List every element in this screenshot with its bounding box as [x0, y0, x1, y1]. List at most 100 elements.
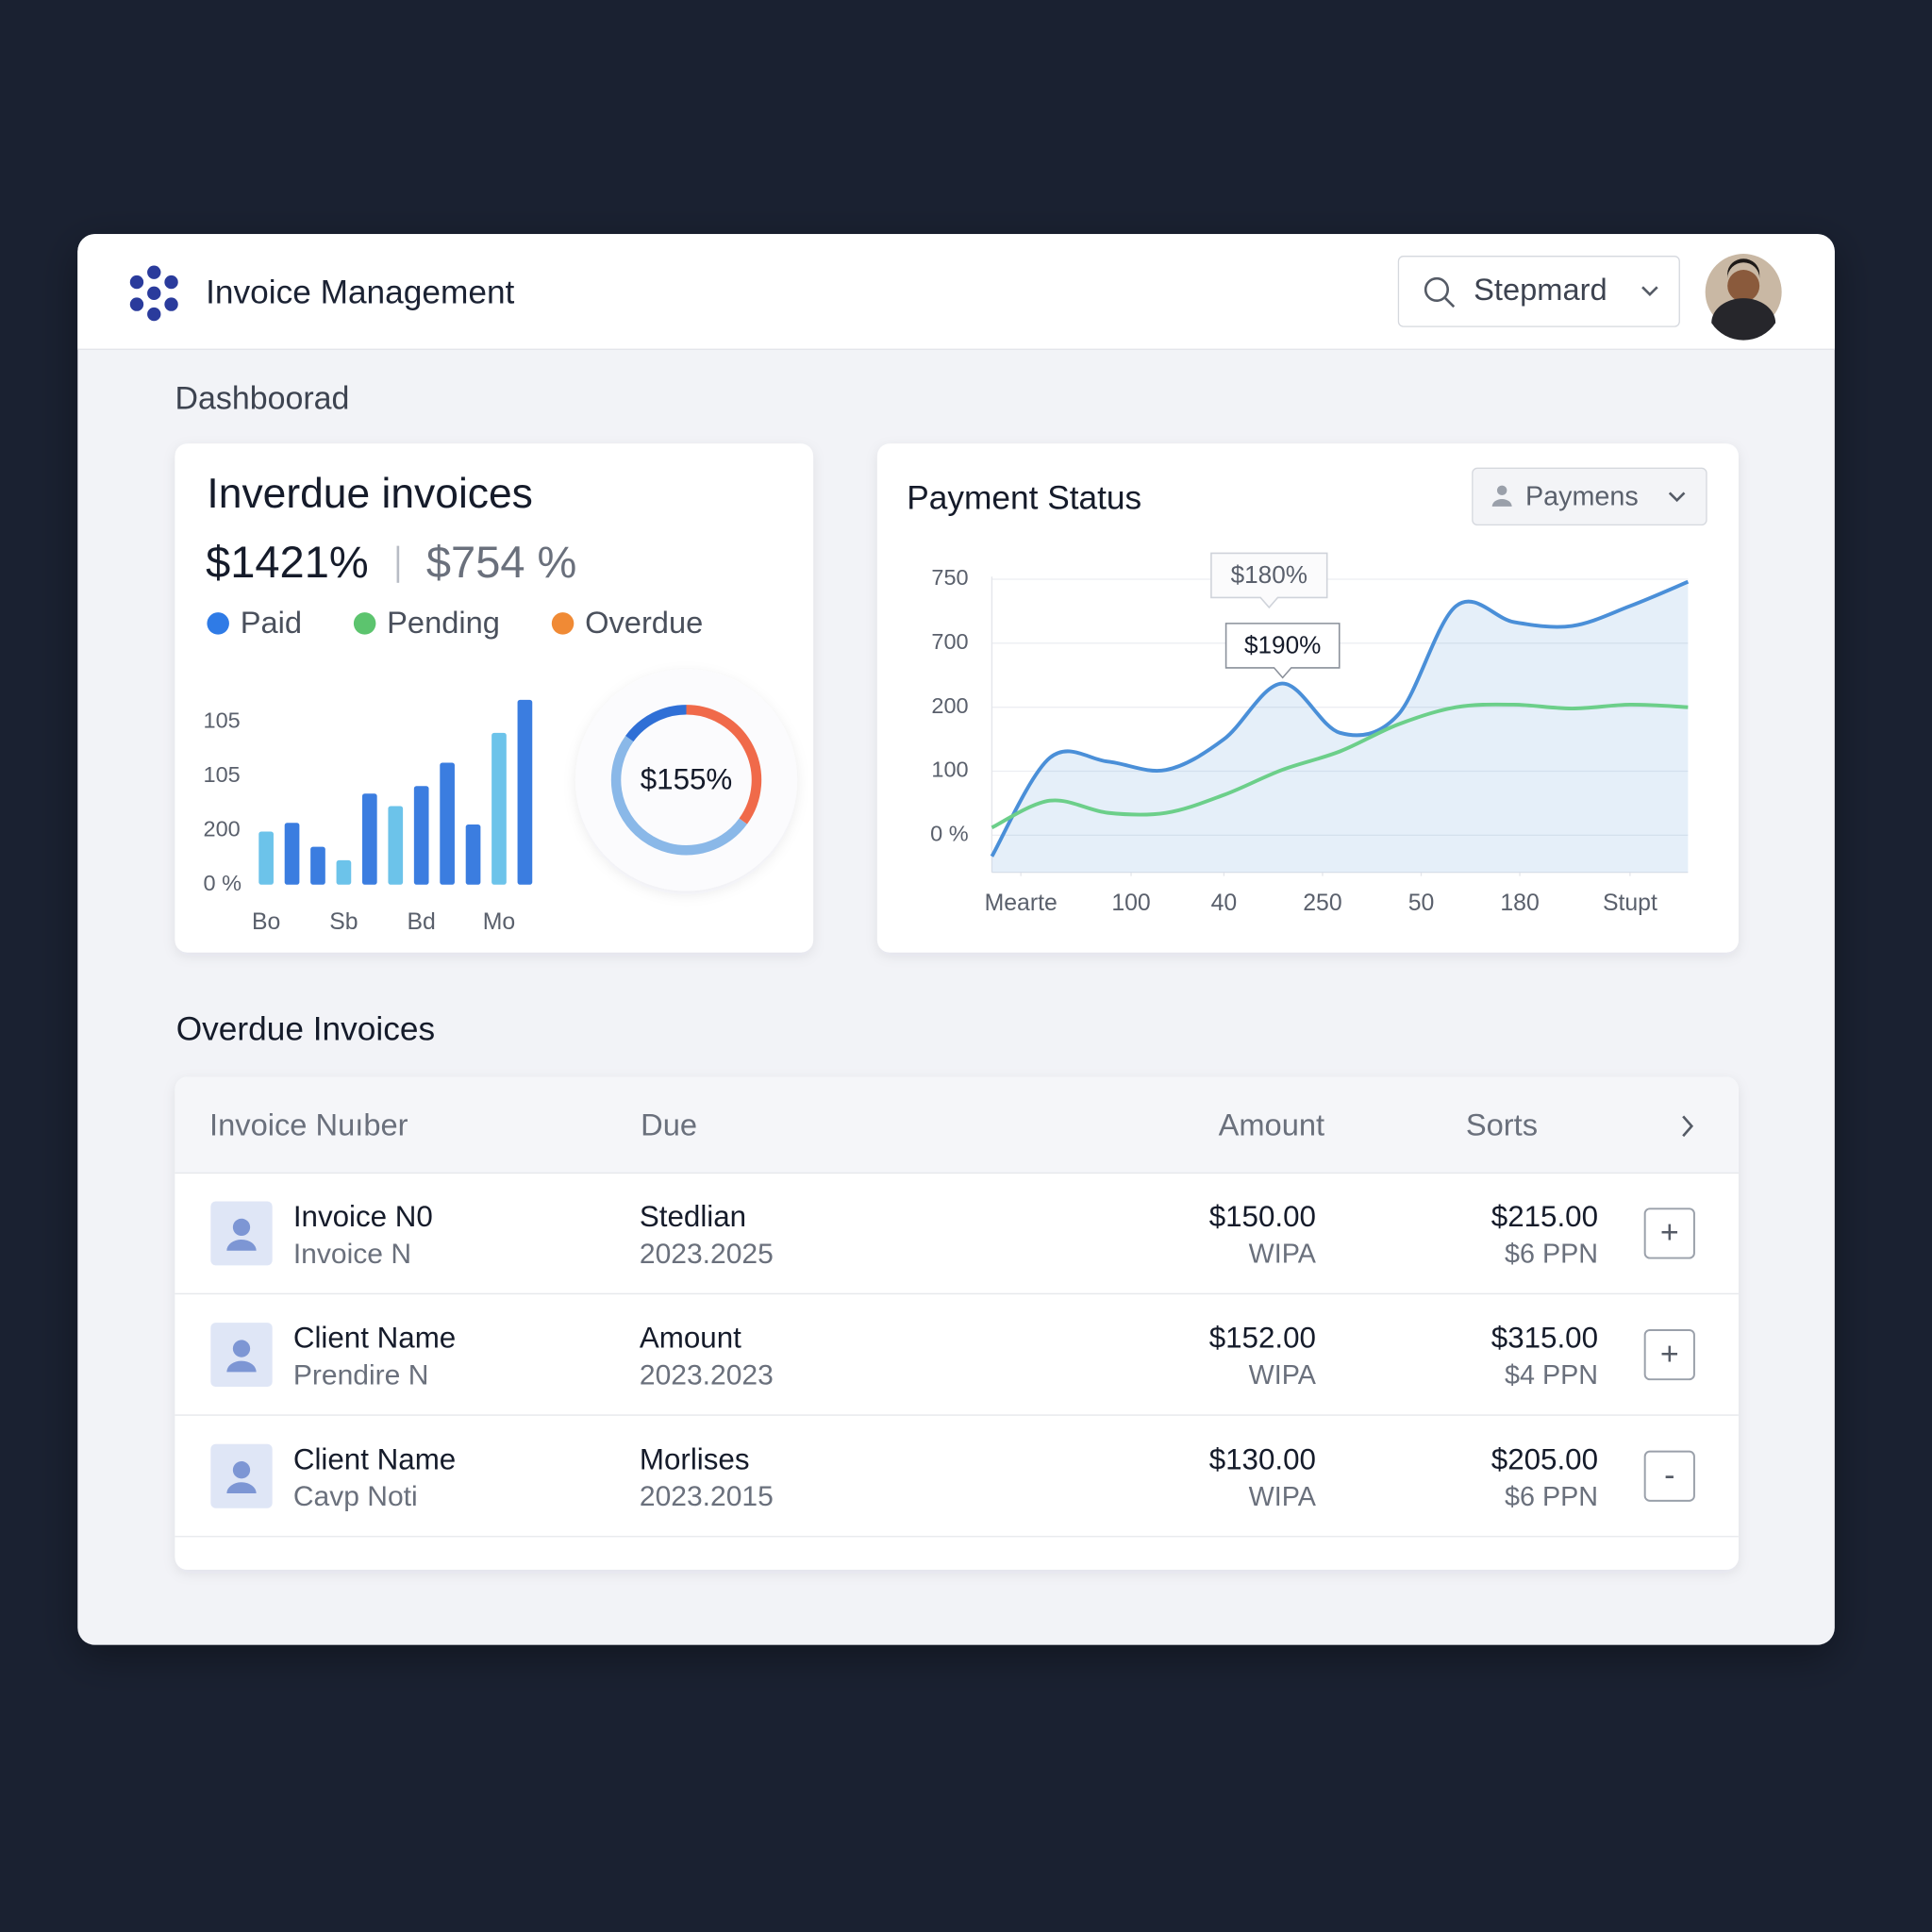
cell-total: $315.00 [1491, 1322, 1598, 1355]
y-tick-label: 0 % [930, 822, 969, 846]
row-action[interactable] [1643, 1450, 1695, 1502]
cell-due-sub: 2023.2023 [640, 1360, 774, 1391]
bar [465, 824, 481, 885]
table: Invoice Nuıber Due Amount Sorts Invoice N0 In… [175, 1108, 1739, 1538]
filter-dropdown[interactable]: Paymens [1472, 467, 1707, 526]
y-tick-label: 200 [204, 817, 241, 841]
bar [336, 859, 352, 885]
cell-name: Client Name [293, 1322, 456, 1355]
row-icon-body [226, 1482, 257, 1494]
app-title: Invoice Management [206, 274, 514, 310]
row-icon-head [232, 1218, 251, 1237]
cell-name: Invoice N0 [293, 1200, 433, 1233]
cell-sub: Cavp Noti [293, 1481, 418, 1512]
y-tick-label: 0 % [204, 871, 242, 895]
y-tick-label: 750 [931, 565, 968, 590]
donut-backdrop [575, 669, 798, 891]
area [991, 581, 1689, 873]
amount-secondary: $754 % [426, 537, 576, 587]
line-chart: Payment Status 0 % 100 200 700 750 Mearte 100 40… [907, 480, 1690, 916]
bar [413, 786, 429, 885]
cell-amount: $130.00 [1209, 1442, 1316, 1475]
cell-total-sub: $6 PPN [1505, 1482, 1598, 1512]
y-tick-label: 200 [931, 693, 968, 718]
legend-label: Pending [387, 605, 500, 640]
next-arrow[interactable] [1682, 1115, 1694, 1138]
row-icon-head [232, 1461, 251, 1479]
amount-primary: $1421% [206, 537, 369, 587]
cell-amount-sub: WIPA [1249, 1240, 1317, 1270]
filter-label[interactable]: Paymens [1525, 481, 1639, 511]
donut-segment [625, 705, 687, 742]
x-tick-label: 50 [1408, 891, 1435, 916]
row-icon-body [226, 1239, 257, 1251]
chart-title: Payment Status [907, 480, 1141, 517]
cell-due: Stedlian [640, 1200, 746, 1233]
bar [388, 806, 404, 885]
x-tick-label: Bd [408, 909, 436, 935]
donut-segment [610, 735, 747, 856]
x-tick-label: 40 [1211, 891, 1238, 916]
row-action[interactable] [1643, 1328, 1695, 1381]
table-card [175, 1076, 1739, 1570]
cell-amount-sub: WIPA [1249, 1360, 1317, 1391]
bar [310, 846, 325, 885]
y-tick-label: 105 [204, 762, 241, 787]
row-icon-body [226, 1360, 257, 1373]
cell-amount: $152.00 [1209, 1322, 1316, 1355]
bar [258, 831, 274, 885]
avatar[interactable] [1705, 254, 1782, 341]
legend-label: Overdue [585, 605, 703, 640]
card-title: Inverdue invoices [207, 471, 532, 517]
cell-due: Amount [640, 1322, 741, 1355]
x-tick-label: Mearte [985, 891, 1058, 916]
column-header: Invoice Nuıber [209, 1108, 408, 1142]
bar [517, 699, 533, 885]
page-title: Dashboorad [175, 380, 349, 416]
cell-total-sub: $6 PPN [1505, 1240, 1598, 1270]
row-action-label[interactable]: - [1664, 1457, 1674, 1493]
x-tick-label: Bo [252, 909, 280, 935]
row-action-label[interactable]: + [1660, 1336, 1679, 1372]
row-icon-head [232, 1340, 251, 1357]
y-tick-label: 100 [931, 758, 968, 782]
cell-due: Morlises [640, 1442, 750, 1475]
cell-due-sub: 2023.2015 [640, 1481, 774, 1512]
table-title: Overdue Invoices [176, 1011, 435, 1048]
search-text[interactable]: Stepmard [1474, 272, 1607, 307]
y-tick-label: 700 [931, 629, 968, 654]
x-tick-label: 180 [1500, 891, 1539, 916]
line [991, 702, 1689, 830]
donut-center-label: $155% [641, 762, 733, 795]
cell-amount: $150.00 [1209, 1200, 1316, 1233]
table-header [175, 1076, 1739, 1174]
cell-name: Client Name [293, 1442, 456, 1475]
legend: Paid Pending Overdue [207, 605, 703, 640]
x-tick-label: Mo [483, 909, 515, 935]
cell-total: $215.00 [1491, 1200, 1598, 1233]
cell-due-sub: 2023.2025 [640, 1239, 774, 1270]
logo [129, 265, 178, 322]
row-action-label[interactable]: + [1660, 1215, 1679, 1251]
legend-swatch [353, 612, 376, 635]
legend-label: Paid [241, 605, 302, 640]
column-header: Amount [1219, 1108, 1325, 1142]
donut-segment [686, 705, 762, 824]
line [990, 579, 1690, 858]
row-action[interactable] [1643, 1208, 1695, 1259]
cell-sub: Invoice N [293, 1239, 411, 1270]
bar [284, 823, 300, 885]
donut-chart: $155% [610, 705, 762, 856]
bar [362, 793, 377, 885]
x-tick-label: 250 [1303, 891, 1341, 916]
y-tick-label: 105 [204, 708, 241, 733]
legend-swatch [551, 612, 575, 635]
bar [491, 732, 507, 885]
cell-total-sub: $4 PPN [1505, 1360, 1598, 1391]
bar [440, 762, 455, 885]
search-box[interactable]: Stepmard [1397, 256, 1680, 327]
tooltip-box [1224, 623, 1341, 679]
cell-sub: Prendire N [293, 1360, 429, 1391]
